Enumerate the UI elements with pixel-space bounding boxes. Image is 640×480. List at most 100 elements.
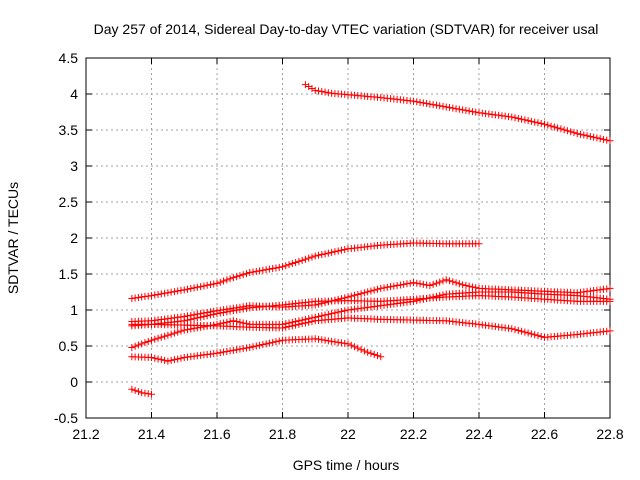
data-point-marker — [128, 343, 136, 351]
data-point-marker — [226, 307, 234, 315]
data-point-marker — [210, 310, 218, 318]
data-point-marker — [462, 106, 470, 114]
data-point-marker — [200, 282, 208, 290]
data-point-marker — [393, 282, 401, 290]
x-tick-labels: 21.2 21.4 21.6 21.8 22 22.2 22.4 22.6 22.8 — [72, 426, 623, 442]
data-point-marker — [593, 134, 601, 142]
data-point-marker — [321, 88, 329, 96]
data-point-marker — [203, 312, 211, 320]
data-point-marker — [233, 346, 241, 354]
data-point-marker — [174, 328, 182, 336]
data-point-marker — [455, 280, 463, 288]
data-point-marker — [475, 240, 483, 248]
data-point-marker — [324, 249, 332, 257]
data-point-marker — [167, 330, 175, 338]
x-tick-label: 22.6 — [531, 426, 558, 442]
data-point-marker — [465, 107, 473, 115]
data-point-marker — [357, 290, 365, 298]
data-point-marker — [337, 246, 345, 254]
data-point-marker — [262, 266, 270, 274]
data-point-marker — [203, 281, 211, 289]
data-point-marker — [177, 327, 185, 335]
data-point-marker — [223, 347, 231, 355]
data-point-marker — [423, 294, 431, 302]
axis-ticks — [85, 57, 611, 419]
data-point-marker — [262, 340, 270, 348]
data-point-marker — [550, 123, 558, 131]
data-point-marker — [236, 306, 244, 314]
data-point-marker — [416, 280, 424, 288]
data-point-marker — [301, 319, 309, 327]
data-point-marker — [534, 119, 542, 127]
data-point-marker — [226, 347, 234, 355]
data-point-marker — [164, 357, 172, 365]
data-point-marker — [452, 279, 460, 287]
data-point-marker — [521, 328, 529, 336]
data-point-marker — [318, 336, 326, 344]
data-point-marker — [410, 297, 417, 305]
data-point-marker — [534, 332, 542, 340]
data-point-marker — [148, 336, 155, 344]
data-point-marker — [413, 98, 421, 106]
data-point-marker — [144, 337, 152, 345]
data-point-marker — [387, 283, 395, 291]
data-point-marker — [567, 128, 575, 136]
data-point-marker — [554, 124, 562, 132]
data-point-marker — [432, 101, 440, 109]
data-point-marker — [161, 332, 169, 340]
data-point-marker — [419, 99, 427, 107]
data-point-marker — [233, 306, 241, 314]
data-point-marker — [288, 260, 296, 268]
data-point-marker — [360, 289, 368, 297]
data-point-marker — [577, 130, 585, 138]
data-point-marker — [229, 274, 237, 282]
data-point-marker — [229, 346, 237, 354]
data-point-marker — [141, 339, 149, 347]
data-point-marker — [449, 278, 457, 286]
data-point-marker — [220, 277, 228, 285]
data-point-marker — [426, 282, 434, 290]
data-point-marker — [573, 130, 581, 138]
data-point-marker — [606, 284, 614, 292]
data-point-marker — [167, 288, 175, 296]
y-tick-label: -0.5 — [54, 410, 78, 426]
data-point-marker — [364, 288, 372, 296]
data-point-marker — [239, 305, 247, 313]
data-point-marker — [331, 338, 339, 346]
data-point-marker — [239, 271, 247, 279]
data-point-marker — [370, 350, 378, 358]
data-point-marker — [537, 332, 545, 340]
data-point-marker — [285, 323, 293, 331]
data-point-marker — [406, 279, 414, 287]
y-tick-label: 4 — [70, 86, 78, 102]
data-point-marker — [213, 279, 221, 287]
data-point-marker — [580, 131, 588, 139]
x-tick-label: 22.4 — [465, 426, 492, 442]
data-point-marker — [318, 251, 326, 259]
data-point-marker — [269, 265, 277, 273]
data-point-marker — [226, 275, 234, 283]
data-point-marker — [455, 105, 463, 113]
y-tick-label: 3 — [70, 158, 78, 174]
data-point-marker — [242, 304, 250, 312]
data-point-marker — [596, 135, 604, 143]
data-point-marker — [360, 347, 368, 355]
data-point-marker — [472, 108, 480, 116]
data-point-marker — [288, 322, 296, 330]
data-point-marker — [603, 136, 611, 144]
data-point-marker — [527, 117, 535, 125]
data-point-marker — [236, 272, 244, 280]
data-point-marker — [206, 311, 214, 319]
data-point-marker — [272, 338, 280, 346]
data-point-marker — [180, 286, 188, 294]
data-point-marker — [423, 100, 431, 108]
data-point-marker — [439, 291, 447, 299]
data-point-marker — [396, 281, 404, 289]
data-point-marker — [462, 282, 470, 290]
data-point-marker — [216, 349, 224, 357]
data-point-marker — [134, 388, 142, 396]
data-point-marker — [220, 308, 228, 316]
data-point-marker — [170, 288, 178, 296]
data-point-marker — [246, 269, 254, 277]
data-point-marker — [416, 98, 424, 106]
